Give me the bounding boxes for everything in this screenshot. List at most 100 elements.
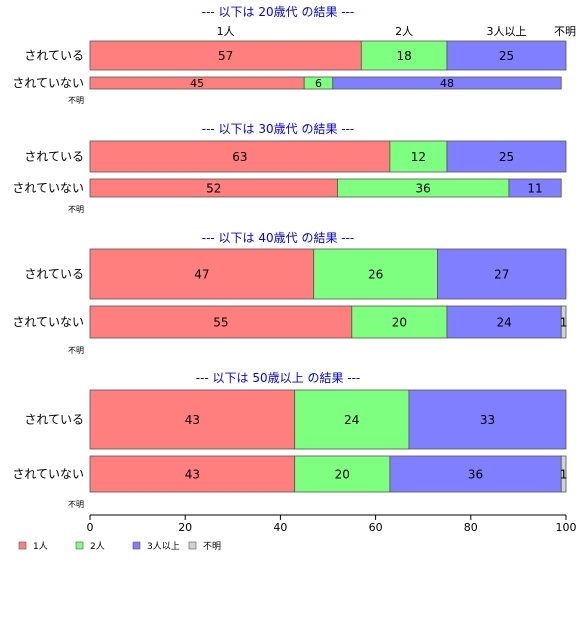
bar-row: されている 57 18 25 bbox=[24, 40, 567, 71]
bar-row: されている 63 12 25 bbox=[24, 140, 567, 173]
x-tick-label: 60 bbox=[369, 521, 383, 534]
data-label: 18 bbox=[397, 49, 412, 63]
bar-segment-2 bbox=[389, 455, 562, 493]
missing-label: 不明 bbox=[68, 346, 84, 355]
row-label: されている bbox=[24, 49, 84, 63]
bar-segment-1 bbox=[389, 140, 448, 173]
panel-2: --- 以下は 30歳代 の結果 --- されている 63 12 25 されていない 52 3… bbox=[12, 122, 567, 214]
legend-swatch bbox=[75, 541, 84, 550]
bar-row: されていない 52 36 11 bbox=[12, 178, 562, 198]
panel-4: --- 以下は 50歳以上 の結果 --- されている 43 24 33 されていない 43… bbox=[12, 371, 567, 509]
bar-row: されていない 43 20 36 1 bbox=[12, 455, 568, 493]
data-label: 25 bbox=[499, 49, 514, 63]
missing-label: 不明 bbox=[68, 500, 84, 509]
data-label: 20 bbox=[392, 316, 407, 330]
data-label: 6 bbox=[315, 77, 322, 90]
row-label: されていない bbox=[12, 467, 84, 481]
data-label: 33 bbox=[480, 413, 495, 427]
data-label: 36 bbox=[416, 182, 431, 196]
panel-title: --- 以下は 50歳以上 の結果 --- bbox=[196, 371, 361, 385]
x-tick-label: 40 bbox=[273, 521, 287, 534]
bar-row: されていない 45 6 48 bbox=[12, 76, 562, 90]
row-label: されていない bbox=[12, 315, 84, 329]
top-label-1: 2人 bbox=[395, 25, 413, 38]
bar-row: されていない 55 20 24 1 bbox=[12, 305, 568, 339]
row-label: されていない bbox=[12, 76, 84, 90]
legend-entry: 不明 bbox=[188, 541, 221, 552]
row-label: されている bbox=[24, 150, 84, 164]
x-tick-label: 100 bbox=[556, 521, 577, 534]
legend-swatch bbox=[132, 541, 141, 550]
data-label: 57 bbox=[218, 49, 233, 63]
legend-label: 2人 bbox=[90, 541, 105, 552]
bar-segment-2 bbox=[408, 389, 567, 450]
legend-label: 不明 bbox=[203, 541, 221, 552]
data-label: 26 bbox=[368, 268, 383, 282]
legend-label: 1人 bbox=[33, 541, 48, 552]
data-label: 43 bbox=[185, 468, 200, 482]
bar-segment-0 bbox=[89, 40, 362, 71]
panel-title: --- 以下は 40歳代 の結果 --- bbox=[202, 231, 355, 245]
row-label: されていない bbox=[12, 181, 84, 195]
row-label: されている bbox=[24, 413, 84, 427]
bar-segment-0 bbox=[89, 455, 296, 493]
legend-entry: 1人 bbox=[18, 541, 48, 552]
legend: 1人 2人 3人以上 不明 bbox=[18, 541, 221, 552]
data-label: 25 bbox=[499, 150, 514, 164]
data-label: 36 bbox=[468, 468, 483, 482]
data-label: 55 bbox=[213, 316, 228, 330]
legend-label: 3人以上 bbox=[147, 541, 180, 552]
data-label: 12 bbox=[411, 150, 426, 164]
bar-segment-2 bbox=[446, 140, 567, 173]
data-label: 52 bbox=[206, 182, 221, 196]
data-label: 27 bbox=[494, 268, 509, 282]
bar-segment-3 bbox=[560, 455, 567, 493]
bar-segment-2 bbox=[446, 305, 562, 339]
data-label: 11 bbox=[527, 182, 542, 196]
x-tick-label: 20 bbox=[178, 521, 192, 534]
legend-entry: 3人以上 bbox=[132, 541, 180, 552]
bar-row: されている 43 24 33 bbox=[24, 389, 567, 450]
bar-segment-3 bbox=[560, 305, 567, 339]
bar-segment-0 bbox=[89, 140, 391, 173]
bar-segment-2 bbox=[508, 178, 562, 198]
bar-segment-1 bbox=[294, 389, 410, 450]
data-label: 45 bbox=[190, 77, 204, 90]
bar-segment-0 bbox=[89, 248, 315, 300]
bar-segment-1 bbox=[313, 248, 438, 300]
bar-segment-2 bbox=[437, 248, 567, 300]
bar-segment-1 bbox=[360, 40, 448, 71]
bar-row: されている 47 26 27 bbox=[24, 248, 567, 300]
data-label: 24 bbox=[344, 413, 359, 427]
panel-title: --- 以下は 30歳代 の結果 --- bbox=[202, 122, 355, 136]
top-label-3: 不明 bbox=[554, 25, 576, 38]
row-label: されている bbox=[24, 267, 84, 281]
data-label: 43 bbox=[185, 413, 200, 427]
top-label-0: 1人 bbox=[217, 25, 235, 38]
legend-entry: 2人 bbox=[75, 541, 105, 552]
data-label: 20 bbox=[335, 468, 350, 482]
x-tick-label: 0 bbox=[87, 521, 94, 534]
legend-swatch bbox=[188, 541, 197, 550]
data-label: 24 bbox=[496, 316, 511, 330]
panel-3: --- 以下は 40歳代 の結果 --- されている 47 26 27 されていない 55 2… bbox=[12, 231, 567, 355]
missing-label: 不明 bbox=[68, 205, 84, 214]
data-label: 48 bbox=[440, 77, 454, 90]
bar-segment-2 bbox=[446, 40, 567, 71]
data-label: 1 bbox=[560, 316, 568, 330]
bar-segment-2 bbox=[332, 76, 562, 90]
x-axis: 0 20 40 60 80 100 bbox=[87, 514, 577, 534]
bar-segment-0 bbox=[89, 389, 296, 450]
bar-segment-1 bbox=[294, 455, 391, 493]
panel-title: --- 以下は 20歳代 の結果 --- bbox=[202, 5, 355, 19]
data-label: 63 bbox=[232, 150, 247, 164]
data-label: 1 bbox=[560, 468, 568, 482]
data-label: 47 bbox=[194, 268, 209, 282]
bar-segment-0 bbox=[89, 305, 353, 339]
x-tick-label: 80 bbox=[464, 521, 478, 534]
legend-swatch bbox=[18, 541, 27, 550]
missing-label: 不明 bbox=[68, 96, 84, 105]
